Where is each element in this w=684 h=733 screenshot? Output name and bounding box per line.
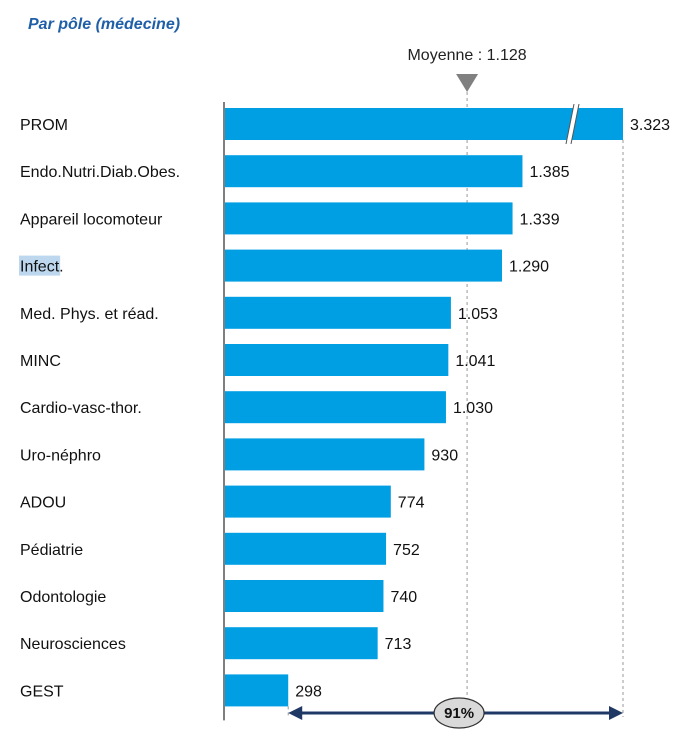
- bar: [224, 108, 623, 140]
- category-label-highlight: [19, 255, 61, 276]
- bar: [224, 438, 425, 471]
- mean-label: Moyenne : 1.128: [407, 47, 526, 64]
- value-label: 1.290: [509, 259, 549, 276]
- mean-triangle-marker: [456, 74, 479, 92]
- bar: [224, 202, 513, 235]
- category-label: Appareil locomoteur: [20, 211, 163, 228]
- bar: [224, 344, 449, 376]
- category-label: GEST: [20, 683, 64, 700]
- category-label: MINC: [20, 353, 61, 370]
- category-label: Cardio-vasc-thor.: [20, 400, 142, 417]
- category-label: Infect.: [20, 259, 64, 276]
- chart-title: Par pôle (médecine): [28, 16, 181, 33]
- value-label: 1.030: [453, 400, 493, 417]
- value-label: 298: [295, 683, 322, 700]
- category-label: Med. Phys. et réad.: [20, 306, 159, 323]
- range-annotation-group: 91%: [287, 140, 624, 729]
- bar: [224, 485, 391, 518]
- category-label: ADOU: [20, 495, 66, 512]
- value-label: 740: [390, 589, 417, 606]
- value-label: 774: [398, 495, 425, 512]
- range-percentage-label: 91%: [444, 705, 474, 722]
- value-label: 1.041: [455, 353, 495, 370]
- category-label: Odontologie: [20, 589, 106, 606]
- bar: [224, 580, 384, 612]
- axis-break-gap: [566, 106, 579, 142]
- value-label: 930: [431, 447, 458, 464]
- range-arrowhead-left: [288, 706, 303, 720]
- bars-group: PROM 3.323 Endo.Nutri.Diab.Obes. 1.385 Appar…: [19, 103, 670, 707]
- axis-break-mark: [565, 103, 575, 145]
- bar: [224, 155, 523, 188]
- bar: [224, 532, 387, 565]
- bar: [224, 391, 446, 424]
- value-label: 1.385: [529, 164, 569, 181]
- value-label: 1.053: [458, 306, 498, 323]
- bar: [224, 627, 378, 660]
- bar: [224, 674, 289, 707]
- category-label: Uro-néphro: [20, 447, 101, 464]
- category-label: Endo.Nutri.Diab.Obes.: [20, 164, 180, 181]
- value-label: 752: [393, 542, 420, 559]
- category-label: Pédiatrie: [20, 542, 83, 559]
- mean-marker-group: Moyenne : 1.128: [407, 47, 527, 721]
- bar: [224, 249, 502, 282]
- value-label: 713: [385, 636, 412, 653]
- value-label: 3.323: [630, 117, 670, 134]
- range-arrowhead-right: [609, 706, 623, 720]
- range-percentage-badge: [433, 697, 485, 729]
- category-label: PROM: [20, 117, 68, 134]
- bar: [224, 296, 451, 329]
- value-label: 1.339: [520, 211, 560, 228]
- category-label: Neurosciences: [20, 636, 126, 653]
- axis-break-mark: [570, 103, 580, 145]
